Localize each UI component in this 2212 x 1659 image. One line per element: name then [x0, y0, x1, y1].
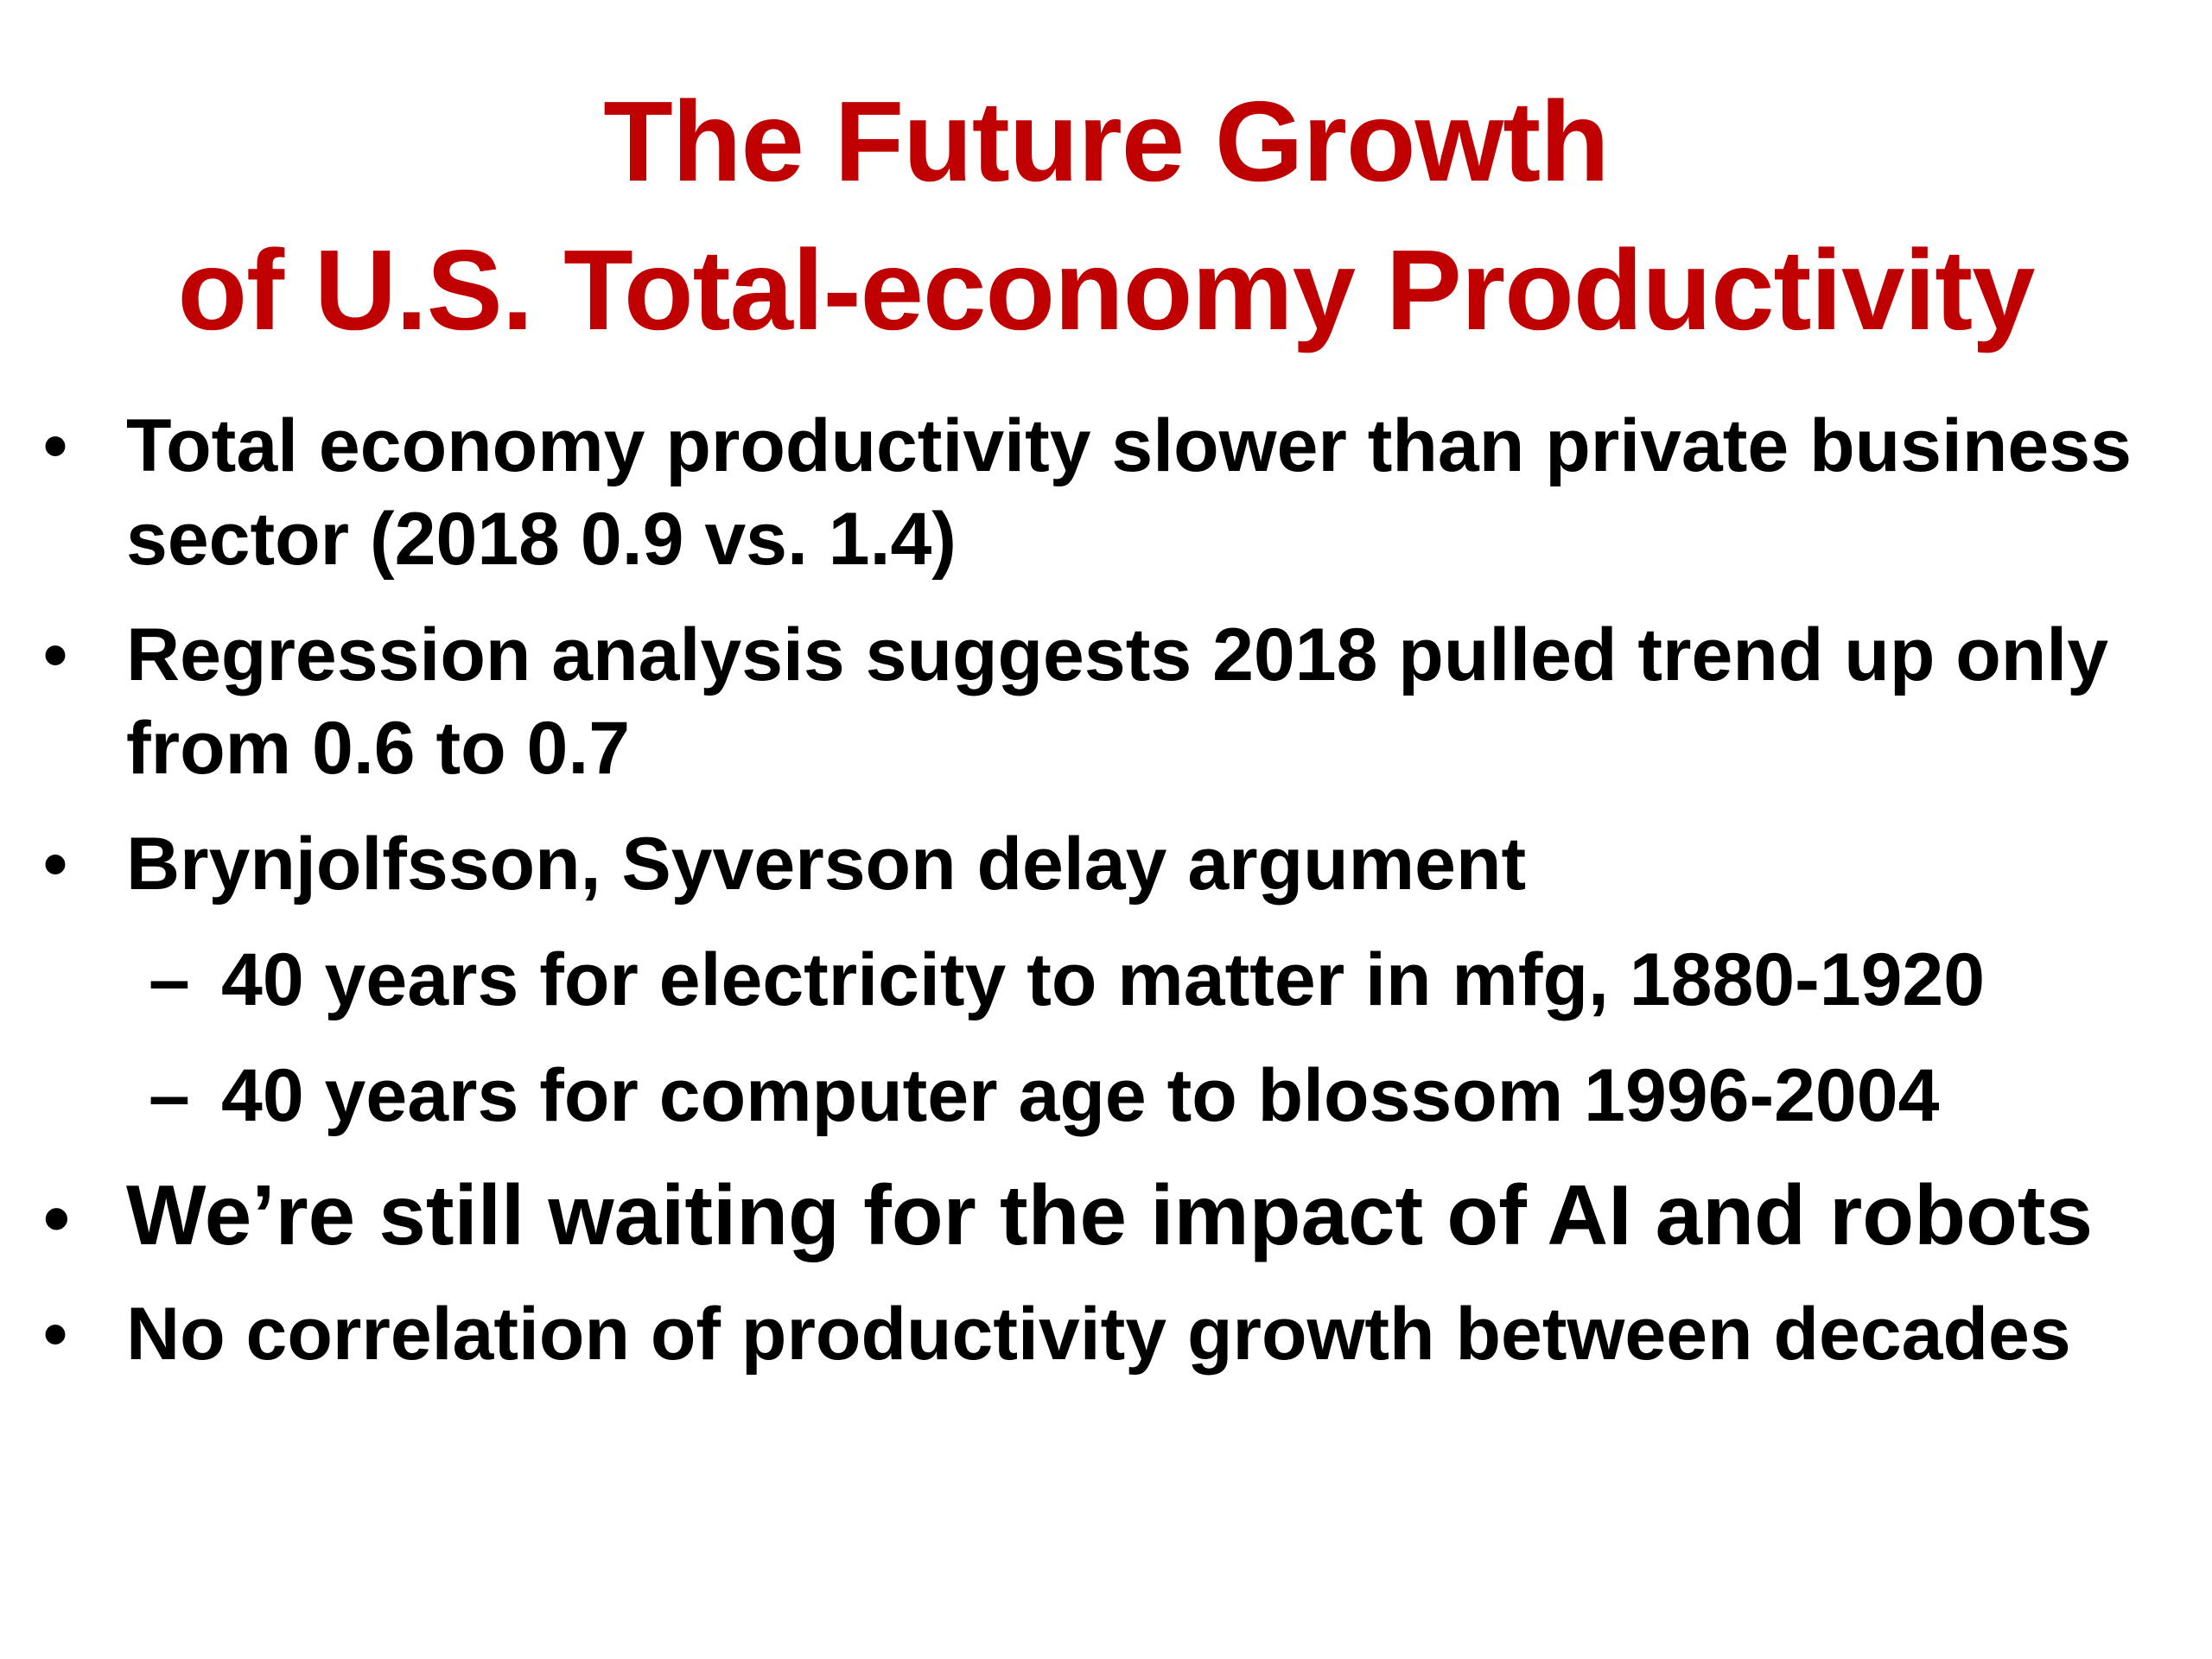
sub-bullet-text: 40 years for electricity to matter in mf…: [221, 938, 1986, 1021]
bullet-text-line: Regression analysis suggests 2018 pulled…: [126, 613, 2109, 696]
slide-title-line-2: of U.S. Total-economy Productivity: [177, 226, 2035, 353]
dash-icon: –: [149, 1054, 190, 1137]
sub-bullet-text: 40 years for computer age to blossom 199…: [221, 1054, 1940, 1137]
bullet-text-line: Brynjolfsson, Syverson delay argument: [126, 823, 1527, 906]
bullet-text-line: We’re still waiting for the impact of AI…: [126, 1167, 2093, 1262]
bullet-item: • Total economy productivity slower than…: [0, 399, 2212, 586]
bullet-text-line: Total economy productivity slower than p…: [126, 404, 2132, 487]
bullet-icon: •: [43, 407, 68, 484]
bullet-item: • No correlation of productivity growth …: [0, 1287, 2212, 1381]
bullet-item: • Regression analysis suggests 2018 pull…: [0, 608, 2212, 795]
sub-bullet-item: – 40 years for electricity to matter in …: [0, 933, 2212, 1027]
bullet-icon: •: [43, 1175, 70, 1261]
dash-icon: –: [149, 938, 190, 1021]
slide-title-line-1: The Future Growth: [603, 78, 1610, 205]
bullet-list: • Total economy productivity slower than…: [0, 399, 2212, 1381]
bullet-text-line: No correlation of productivity growth be…: [126, 1293, 2071, 1376]
bullet-icon: •: [43, 1295, 68, 1372]
bullet-text-line: from 0.6 to 0.7: [126, 707, 631, 790]
bullet-item: • We’re still waiting for the impact of …: [0, 1161, 2212, 1268]
bullet-text-line: sector (2018 0.9 vs. 1.4): [126, 498, 957, 581]
bullet-icon: •: [43, 616, 68, 693]
sub-bullet-item: – 40 years for computer age to blossom 1…: [0, 1049, 2212, 1142]
slide-title: The Future Growth of U.S. Total-economy …: [0, 67, 2212, 365]
bullet-item: • Brynjolfsson, Syverson delay argument: [0, 817, 2212, 911]
bullet-icon: •: [43, 825, 68, 902]
